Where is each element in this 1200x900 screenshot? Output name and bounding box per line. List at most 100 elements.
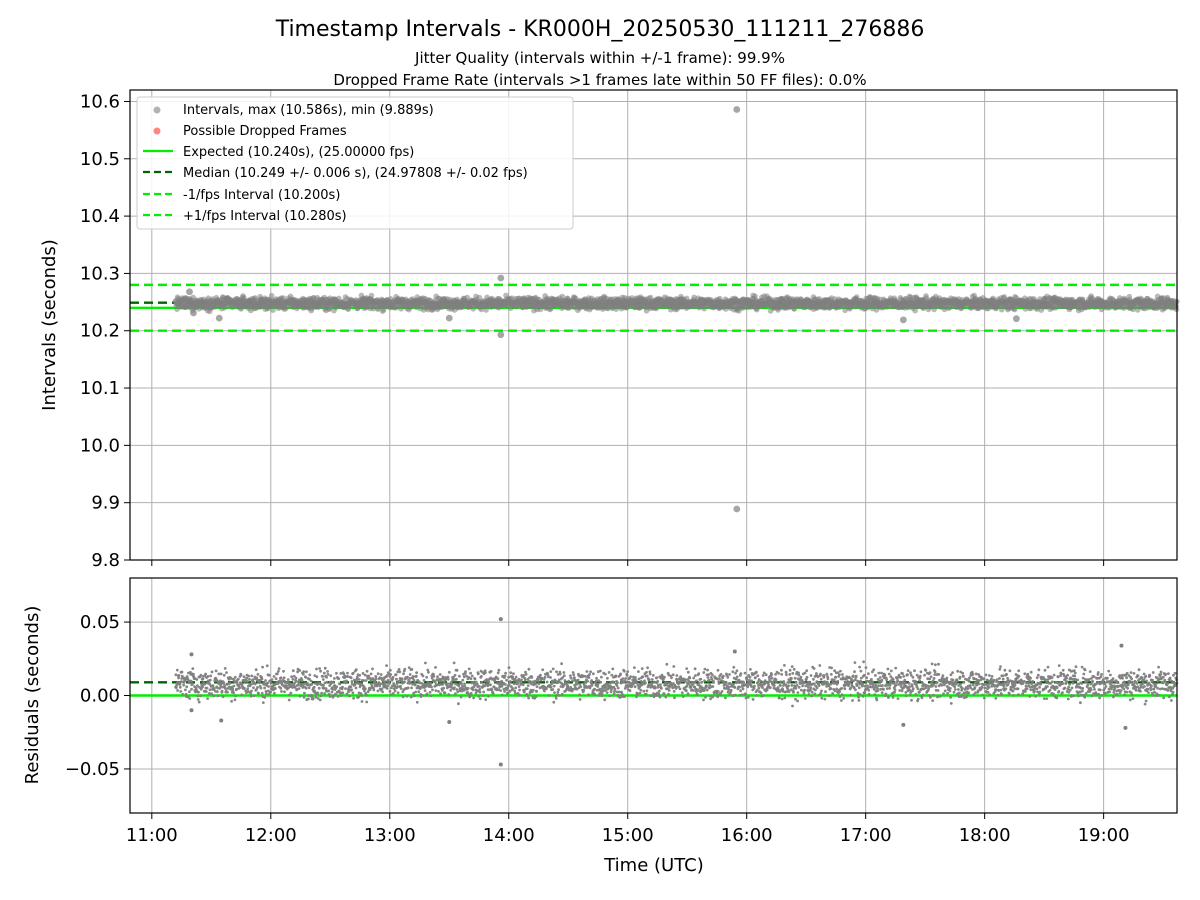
- data-point: [364, 687, 367, 691]
- data-point: [259, 686, 263, 690]
- data-point: [364, 679, 368, 682]
- data-point: [302, 695, 306, 699]
- data-point: [457, 683, 461, 687]
- data-point: [408, 677, 412, 680]
- data-point: [573, 676, 576, 679]
- data-point: [260, 677, 264, 681]
- data-point: [470, 674, 474, 678]
- data-point: [406, 675, 409, 679]
- data-point: [753, 684, 756, 688]
- data-point: [246, 687, 250, 691]
- data-point: [214, 669, 218, 673]
- data-point: [369, 672, 373, 676]
- data-point: [693, 667, 697, 671]
- legend-label-dropped: Possible Dropped Frames: [183, 124, 347, 139]
- data-point: [455, 677, 458, 681]
- data-point: [487, 694, 490, 698]
- data-point: [664, 695, 668, 699]
- data-point: [249, 694, 253, 698]
- data-point: [409, 695, 413, 699]
- data-point: [270, 307, 276, 314]
- data-point: [235, 687, 239, 691]
- data-point: [739, 672, 743, 675]
- data-point: [191, 667, 195, 670]
- data-point: [228, 682, 232, 685]
- data-point: [432, 675, 436, 678]
- data-point: [326, 306, 333, 312]
- data-point: [794, 686, 798, 690]
- data-point: [667, 692, 670, 696]
- data-point: [344, 687, 347, 690]
- data-point: [413, 683, 417, 687]
- data-point: [455, 668, 459, 672]
- data-point: [579, 685, 583, 688]
- data-point: [470, 306, 477, 312]
- data-point: [511, 675, 515, 679]
- data-point: [780, 673, 784, 676]
- data-point: [557, 688, 560, 692]
- data-point: [272, 675, 276, 678]
- data-point: [280, 690, 283, 693]
- data-point: [447, 693, 451, 696]
- data-point: [425, 675, 429, 679]
- data-point: [175, 668, 179, 672]
- data-point: [554, 696, 558, 700]
- data-point: [443, 691, 447, 695]
- data-point: [553, 691, 556, 694]
- data-point: [252, 694, 256, 698]
- data-point: [442, 686, 445, 690]
- data-point: [206, 675, 210, 678]
- data-point: [477, 685, 481, 688]
- data-point: [207, 692, 211, 695]
- data-point: [603, 698, 607, 702]
- figure-subtitle-dropped: Dropped Frame Rate (intervals >1 frames …: [333, 71, 866, 89]
- data-point: [695, 679, 698, 683]
- data-point: [807, 693, 811, 696]
- data-point: [512, 672, 515, 676]
- data-point: [634, 676, 637, 679]
- data-point: [735, 669, 739, 673]
- data-point: [206, 697, 210, 700]
- residuals-plot: 11:00 12:00 13:00 14:00 15:00 16:00 17:00 18:00…: [22, 577, 1179, 876]
- data-point: [799, 675, 803, 679]
- data-point: [325, 675, 328, 679]
- data-point: [707, 678, 711, 682]
- data-point: [694, 674, 697, 677]
- data-point: [476, 294, 483, 301]
- data-point: [757, 686, 761, 690]
- data-point: [584, 675, 587, 678]
- data-point: [656, 680, 660, 683]
- data-point: [624, 677, 627, 680]
- data-point: [625, 674, 629, 677]
- data-point: [715, 677, 719, 681]
- data-point: [447, 670, 451, 674]
- data-point: [496, 677, 500, 681]
- data-point: [233, 675, 237, 679]
- data-point: [327, 689, 331, 693]
- data-point: [279, 676, 283, 680]
- data-point: [496, 671, 500, 675]
- data-point: [541, 668, 545, 672]
- data-point: [307, 697, 310, 701]
- data-point: [535, 690, 538, 693]
- data-point: [489, 670, 493, 673]
- data-point: [1011, 306, 1018, 313]
- data-point: [614, 674, 618, 678]
- data-point: [322, 684, 325, 687]
- data-point: [433, 680, 437, 684]
- data-point: [509, 680, 512, 683]
- data-point: [791, 704, 794, 708]
- data-point: [803, 671, 807, 675]
- data-point: [770, 673, 773, 677]
- data-point: [756, 674, 760, 678]
- legend-marker-intervals: [153, 106, 161, 114]
- data-point: [305, 670, 308, 674]
- data-point: [402, 672, 405, 676]
- data-point: [711, 695, 714, 699]
- data-point: [617, 690, 621, 694]
- data-point: [672, 689, 676, 693]
- y-tick-label: 9.9: [91, 493, 120, 514]
- data-point: [398, 670, 402, 674]
- data-point: [434, 666, 437, 669]
